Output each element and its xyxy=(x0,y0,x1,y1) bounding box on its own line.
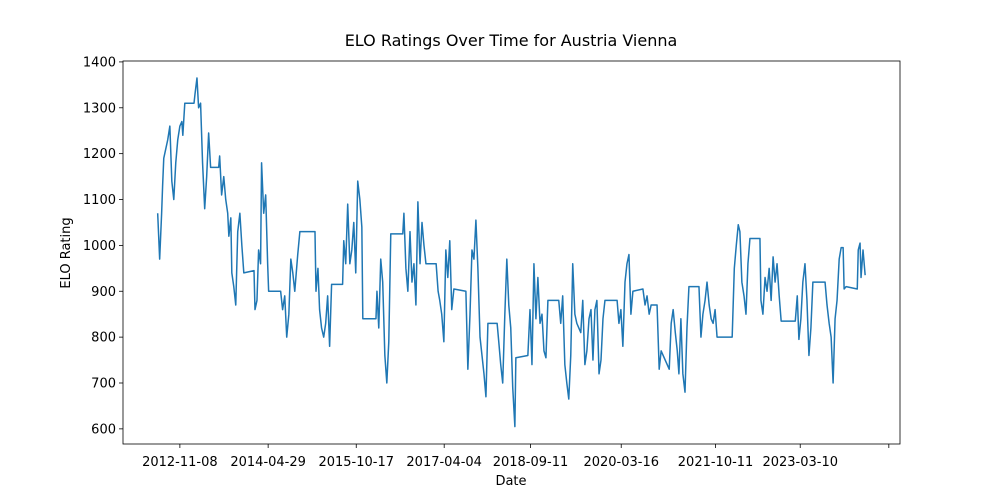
x-axis-label: Date xyxy=(495,474,526,489)
y-tick-label: 800 xyxy=(91,331,116,346)
x-tick-label: 2012-11-08 xyxy=(142,455,218,470)
x-tick-label: 2015-10-17 xyxy=(318,455,394,470)
x-tick-label: 2020-03-16 xyxy=(583,455,659,470)
y-axis-label: ELO Rating xyxy=(59,217,74,288)
y-tick-label: 1200 xyxy=(83,147,116,162)
y-tick-label: 700 xyxy=(91,376,116,391)
y-tick-label: 1100 xyxy=(83,193,116,208)
x-tick-label: 2023-03-10 xyxy=(762,455,838,470)
x-tick-label: 2021-10-11 xyxy=(678,455,754,470)
x-tick-label: 2017-04-04 xyxy=(406,455,482,470)
y-tick-label: 1400 xyxy=(83,55,116,70)
line xyxy=(156,77,866,428)
y-tick-label: 600 xyxy=(91,422,116,437)
y-tick-label: 1000 xyxy=(83,239,116,254)
chart-title: ELO Ratings Over Time for Austria Vienna xyxy=(345,31,678,50)
plot-frame xyxy=(122,60,901,445)
y-tick-label: 1300 xyxy=(83,101,116,116)
x-tick-label: 2014-04-29 xyxy=(230,455,306,470)
x-tick-label: 2018-09-11 xyxy=(493,455,569,470)
y-tick-label: 900 xyxy=(91,285,116,300)
